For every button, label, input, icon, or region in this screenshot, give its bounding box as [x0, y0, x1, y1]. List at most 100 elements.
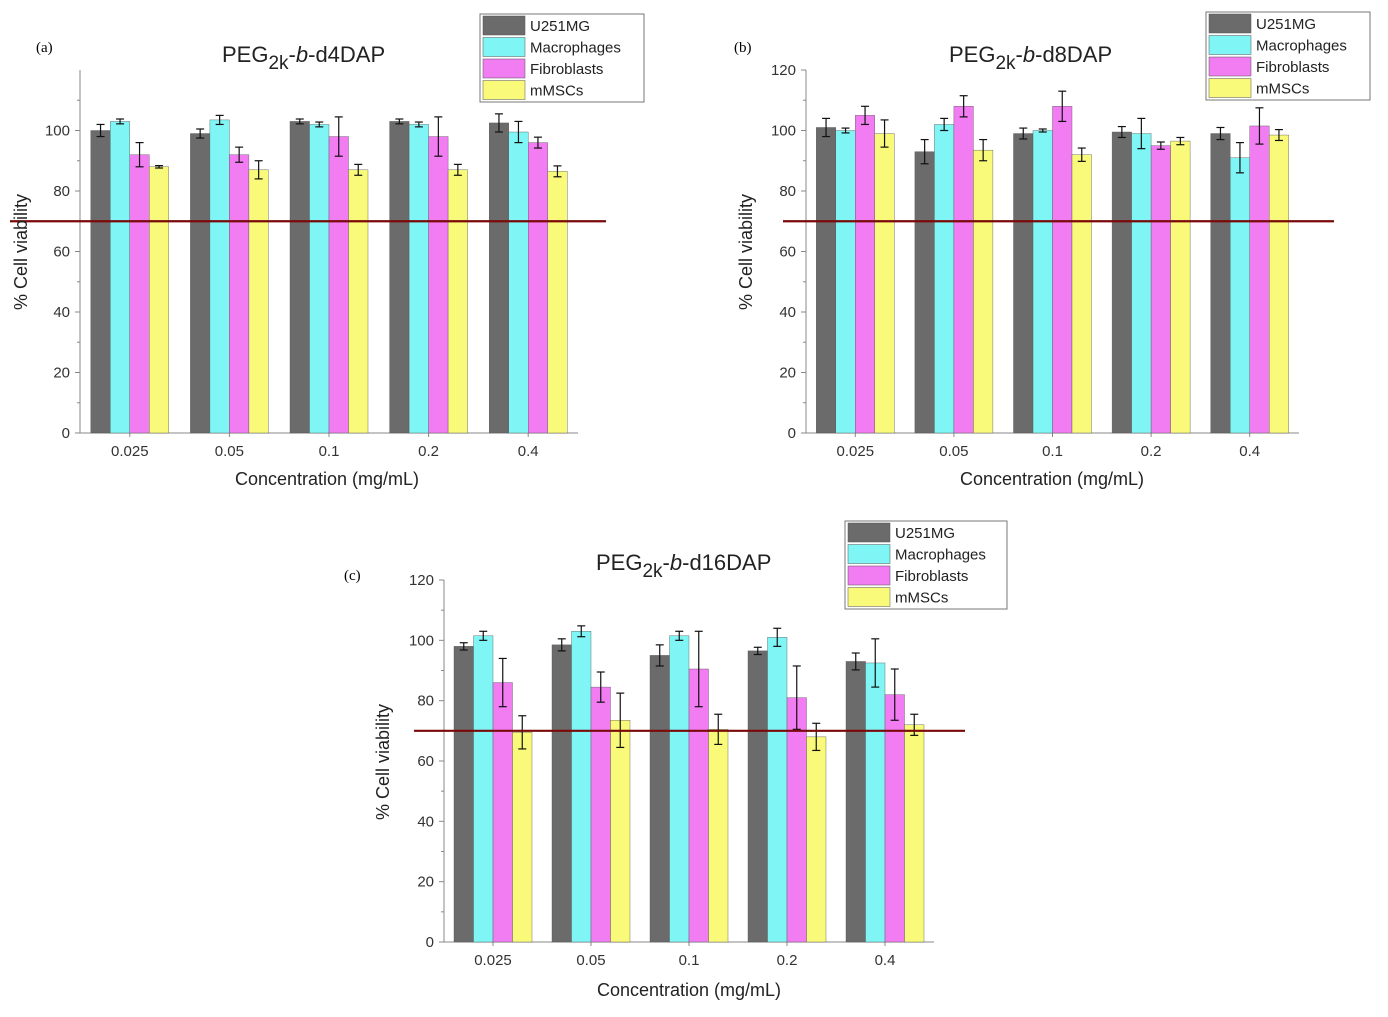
- chart-title: PEG2k-b-d4DAP: [222, 42, 385, 74]
- x-tick-label: 0.05: [939, 443, 968, 460]
- bar-u251mg-0.025: [816, 127, 836, 434]
- bar-u251mg-0.1: [649, 655, 670, 943]
- legend-label: mMSCs: [895, 590, 948, 607]
- bar-u251mg-0.1: [289, 121, 310, 434]
- bar-macrophages-0.05: [571, 631, 592, 943]
- y-axis-title: % Cell viability: [373, 704, 393, 820]
- legend-swatch-mmscs: [847, 587, 891, 607]
- bar-mmscs-0.4: [904, 724, 925, 943]
- legend-label: U251MG: [895, 525, 955, 542]
- legend-swatch-macrophages: [1208, 35, 1252, 55]
- y-tick-label: 0: [426, 934, 434, 951]
- bar-fibroblasts-0.1: [1052, 106, 1073, 434]
- bar-mmscs-0.05: [973, 149, 994, 434]
- bar-macrophages-0.4: [508, 131, 529, 434]
- y-tick-label: 100: [771, 123, 796, 140]
- legend-swatch-u251mg: [482, 15, 526, 36]
- y-tick-label: 20: [53, 365, 70, 382]
- bar-u251mg-0.025: [90, 130, 111, 434]
- legend-swatch-u251mg: [847, 522, 891, 543]
- legend-label: mMSCs: [530, 83, 583, 100]
- bar-mmscs-0.4: [1268, 134, 1289, 434]
- bar-mmscs-0.2: [1170, 140, 1191, 434]
- y-tick-label: 120: [771, 62, 796, 79]
- legend-label: Fibroblasts: [1256, 59, 1329, 76]
- bar-mmscs-0.2: [806, 736, 827, 943]
- bar-fibroblasts-0.1: [328, 136, 349, 434]
- legend-label: Macrophages: [895, 547, 986, 564]
- bar-u251mg-0.1: [1013, 133, 1034, 434]
- bar-macrophages-0.2: [767, 637, 788, 943]
- bar-mmscs-0.05: [248, 169, 269, 434]
- legend-label: Fibroblasts: [895, 568, 968, 585]
- y-tick-label: 20: [417, 874, 434, 891]
- y-tick-label: 80: [779, 183, 796, 200]
- bar-macrophages-0.1: [309, 124, 330, 434]
- x-tick-label: 0.025: [111, 443, 149, 460]
- y-tick-label: 100: [45, 123, 70, 140]
- x-tick-label: 0.2: [418, 443, 439, 460]
- bar-u251mg-0.05: [551, 644, 572, 943]
- panel-c-chart: (c) PEG2k-b-d16DAP 0 20 40 60 80 100 120 0.025 0.0…: [344, 520, 1008, 1000]
- bar-fibroblasts-0.2: [428, 136, 449, 434]
- legend-swatch-u251mg: [1208, 13, 1252, 34]
- bar-fibroblasts-0.025: [129, 154, 150, 434]
- y-tick-label: 80: [53, 183, 70, 200]
- legend-label: Macrophages: [530, 40, 621, 57]
- panel-label: (c): [344, 568, 361, 584]
- x-axis-title: Concentration (mg/mL): [597, 980, 781, 1000]
- bar-mmscs-0.025: [149, 166, 170, 434]
- bar-mmscs-0.1: [348, 169, 369, 434]
- y-tick-label: 40: [53, 304, 70, 321]
- bar-fibroblasts-0.025: [492, 682, 513, 943]
- legend-label: U251MG: [530, 18, 590, 35]
- bar-macrophages-0.05: [934, 124, 955, 434]
- y-tick-label: 40: [779, 304, 796, 321]
- x-tick-label: 0.2: [777, 952, 798, 969]
- y-tick-label: 60: [417, 753, 434, 770]
- bar-mmscs-0.4: [547, 171, 568, 434]
- bar-macrophages-0.025: [473, 635, 494, 943]
- bar-macrophages-0.05: [209, 119, 230, 434]
- bar-macrophages-0.2: [408, 124, 429, 434]
- bar-macrophages-0.4: [1229, 157, 1250, 434]
- y-tick-label: 120: [409, 572, 434, 589]
- x-axis-title: Concentration (mg/mL): [960, 469, 1144, 489]
- legend-swatch-fibroblasts: [1208, 56, 1252, 77]
- panel-b-chart: (b) PEG2k-b-d8DAP 0 20 40 60 80 100 120 0.025 0.05…: [734, 11, 1371, 489]
- chart-title: PEG2k-b-d16DAP: [596, 550, 771, 582]
- bar-u251mg-0.05: [914, 151, 935, 434]
- bar-fibroblasts-0.05: [590, 686, 611, 943]
- bar-fibroblasts-0.1: [688, 668, 709, 943]
- bar-fibroblasts-0.4: [528, 142, 548, 434]
- bar-macrophages-0.4: [865, 662, 886, 943]
- x-tick-label: 0.05: [576, 952, 605, 969]
- y-axis-title: % Cell viability: [736, 194, 756, 310]
- legend-label: Macrophages: [1256, 38, 1347, 55]
- legend-swatch-fibroblasts: [482, 58, 526, 79]
- y-tick-label: 40: [417, 813, 434, 830]
- bar-fibroblasts-0.4: [1249, 125, 1270, 434]
- bar-u251mg-0.2: [747, 650, 768, 943]
- x-axis-title: Concentration (mg/mL): [235, 469, 419, 489]
- bar-fibroblasts-0.2: [786, 697, 807, 943]
- legend-swatch-macrophages: [482, 37, 526, 57]
- x-tick-label: 0.025: [474, 952, 512, 969]
- panel-label: (b): [734, 40, 752, 56]
- bar-fibroblasts-0.05: [229, 154, 250, 434]
- bar-mmscs-0.2: [447, 169, 468, 434]
- bar-mmscs-0.1: [1071, 154, 1092, 434]
- x-tick-label: 0.025: [837, 443, 875, 460]
- legend-swatch-mmscs: [482, 80, 526, 100]
- bar-macrophages-0.2: [1131, 133, 1152, 434]
- x-tick-label: 0.1: [1042, 443, 1063, 460]
- legend-label: Fibroblasts: [530, 61, 603, 78]
- bar-u251mg-0.4: [845, 661, 866, 943]
- bar-u251mg-0.2: [389, 121, 410, 434]
- y-tick-label: 0: [62, 425, 70, 442]
- x-tick-label: 0.1: [679, 952, 700, 969]
- legend-label: U251MG: [1256, 16, 1316, 33]
- x-tick-label: 0.4: [518, 443, 539, 460]
- bar-mmscs-0.025: [512, 732, 533, 943]
- y-tick-label: 0: [788, 425, 796, 442]
